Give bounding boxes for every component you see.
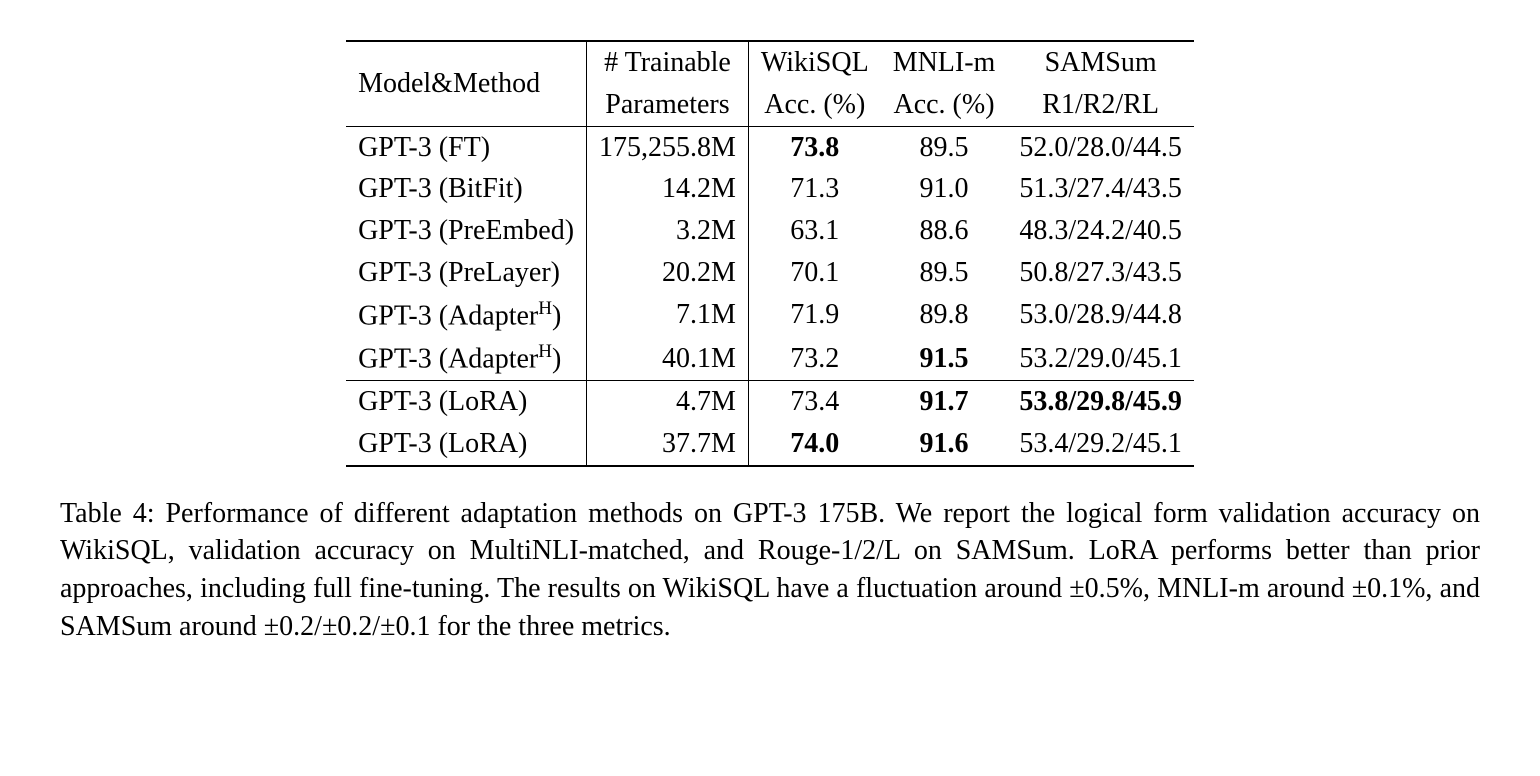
- cell-wikisql: 63.1: [748, 210, 880, 252]
- cell-mnli: 88.6: [881, 210, 1008, 252]
- cell-samsum: 48.3/24.2/40.5: [1007, 210, 1194, 252]
- cell-model: GPT-3 (AdapterH): [346, 294, 586, 337]
- col-samsum-bot: R1/R2/RL: [1007, 84, 1194, 126]
- header-row-1: Model&Method # Trainable WikiSQL MNLI-m …: [346, 41, 1194, 84]
- table-row: GPT-3 (BitFit)14.2M71.391.051.3/27.4/43.…: [346, 168, 1194, 210]
- table-row: GPT-3 (PreLayer)20.2M70.189.550.8/27.3/4…: [346, 252, 1194, 294]
- table-caption: Table 4: Performance of different adapta…: [60, 495, 1480, 646]
- cell-params: 14.2M: [587, 168, 749, 210]
- col-model-method: Model&Method: [346, 41, 586, 126]
- cell-samsum: 50.8/27.3/43.5: [1007, 252, 1194, 294]
- cell-model: GPT-3 (PreEmbed): [346, 210, 586, 252]
- cell-wikisql: 73.4: [748, 381, 880, 423]
- cell-wikisql: 73.2: [748, 337, 880, 381]
- table-body-a: GPT-3 (FT)175,255.8M73.889.552.0/28.0/44…: [346, 126, 1194, 380]
- table-row: GPT-3 (FT)175,255.8M73.889.552.0/28.0/44…: [346, 126, 1194, 168]
- cell-model: GPT-3 (LoRA): [346, 423, 586, 466]
- cell-samsum: 53.0/28.9/44.8: [1007, 294, 1194, 337]
- cell-model: GPT-3 (AdapterH): [346, 337, 586, 381]
- col-samsum-top: SAMSum: [1007, 41, 1194, 84]
- cell-samsum: 53.4/29.2/45.1: [1007, 423, 1194, 466]
- cell-wikisql: 73.8: [748, 126, 880, 168]
- cell-mnli: 89.5: [881, 126, 1008, 168]
- cell-mnli: 89.5: [881, 252, 1008, 294]
- cell-samsum: 53.8/29.8/45.9: [1007, 381, 1194, 423]
- cell-samsum: 51.3/27.4/43.5: [1007, 168, 1194, 210]
- cell-model: GPT-3 (BitFit): [346, 168, 586, 210]
- table-container: Model&Method # Trainable WikiSQL MNLI-m …: [60, 40, 1480, 467]
- cell-params: 175,255.8M: [587, 126, 749, 168]
- cell-wikisql: 70.1: [748, 252, 880, 294]
- cell-mnli: 89.8: [881, 294, 1008, 337]
- cell-mnli: 91.7: [881, 381, 1008, 423]
- table-row: GPT-3 (LoRA)4.7M73.491.753.8/29.8/45.9: [346, 381, 1194, 423]
- cell-samsum: 52.0/28.0/44.5: [1007, 126, 1194, 168]
- caption-text: Performance of different adaptation meth…: [60, 498, 1480, 642]
- cell-wikisql: 71.3: [748, 168, 880, 210]
- cell-params: 37.7M: [587, 423, 749, 466]
- model-superscript: H: [538, 341, 552, 362]
- cell-params: 40.1M: [587, 337, 749, 381]
- cell-mnli: 91.0: [881, 168, 1008, 210]
- cell-params: 7.1M: [587, 294, 749, 337]
- table-row: GPT-3 (AdapterH)40.1M73.291.553.2/29.0/4…: [346, 337, 1194, 381]
- col-mnli-top: MNLI-m: [881, 41, 1008, 84]
- cell-params: 3.2M: [587, 210, 749, 252]
- caption-label: Table 4:: [60, 498, 155, 529]
- cell-samsum: 53.2/29.0/45.1: [1007, 337, 1194, 381]
- cell-mnli: 91.6: [881, 423, 1008, 466]
- col-mnli-bot: Acc. (%): [881, 84, 1008, 126]
- table-head: Model&Method # Trainable WikiSQL MNLI-m …: [346, 41, 1194, 126]
- model-superscript: H: [538, 298, 552, 319]
- cell-wikisql: 71.9: [748, 294, 880, 337]
- cell-params: 20.2M: [587, 252, 749, 294]
- cell-params: 4.7M: [587, 381, 749, 423]
- col-wikisql-top: WikiSQL: [748, 41, 880, 84]
- cell-wikisql: 74.0: [748, 423, 880, 466]
- table-row: GPT-3 (PreEmbed)3.2M63.188.648.3/24.2/40…: [346, 210, 1194, 252]
- table-body-b: GPT-3 (LoRA)4.7M73.491.753.8/29.8/45.9GP…: [346, 381, 1194, 466]
- cell-model: GPT-3 (FT): [346, 126, 586, 168]
- col-trainable-top: # Trainable: [587, 41, 749, 84]
- col-wikisql-bot: Acc. (%): [748, 84, 880, 126]
- results-table: Model&Method # Trainable WikiSQL MNLI-m …: [346, 40, 1194, 467]
- col-trainable-bot: Parameters: [587, 84, 749, 126]
- table-row: GPT-3 (LoRA)37.7M74.091.653.4/29.2/45.1: [346, 423, 1194, 466]
- cell-model: GPT-3 (PreLayer): [346, 252, 586, 294]
- cell-mnli: 91.5: [881, 337, 1008, 381]
- cell-model: GPT-3 (LoRA): [346, 381, 586, 423]
- table-row: GPT-3 (AdapterH)7.1M71.989.853.0/28.9/44…: [346, 294, 1194, 337]
